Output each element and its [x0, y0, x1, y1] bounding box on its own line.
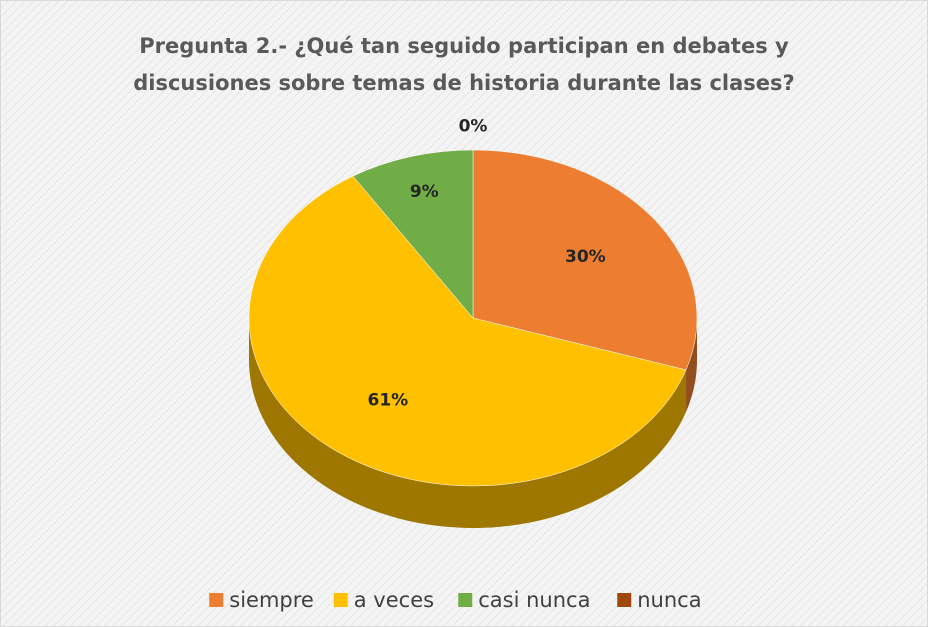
data-label: 9%: [410, 182, 439, 202]
data-label: 30%: [565, 247, 606, 267]
legend-swatch: [458, 593, 473, 607]
legend-swatch: [617, 593, 632, 607]
slice-side: [686, 318, 697, 412]
slice: [352, 149, 474, 319]
legend-label: siempre: [229, 588, 314, 612]
legend-swatch: [333, 593, 348, 607]
pie: 30% 61% 9% 0%: [248, 116, 698, 528]
legend-swatch: [209, 593, 224, 607]
data-label: 61%: [368, 390, 409, 410]
data-label: 0%: [459, 116, 488, 136]
slice: [472, 149, 698, 371]
slice-side: [249, 318, 687, 528]
legend: siempre a veces casi nunca nunca: [209, 588, 702, 612]
legend-label: casi nunca: [478, 588, 590, 612]
legend-label: a veces: [354, 588, 434, 612]
slice: [248, 175, 687, 487]
chart-title: Pregunta 2.- ¿Qué tan seguido participan…: [133, 34, 795, 95]
legend-label: nunca: [637, 588, 701, 612]
pie-sides: [249, 318, 697, 528]
